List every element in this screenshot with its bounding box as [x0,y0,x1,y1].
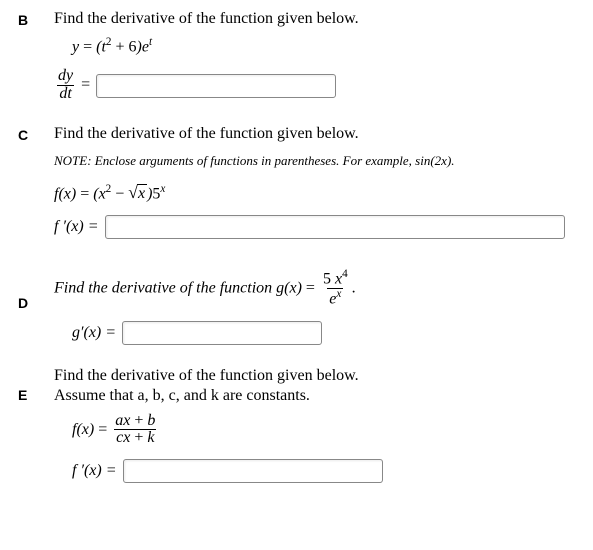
problem-e-answer-input[interactable] [123,459,383,483]
problem-c-note: NOTE: Enclose arguments of functions in … [54,153,575,169]
problem-marker-c: C [18,125,54,143]
problem-marker-b: B [18,10,54,28]
problem-marker-d: D [18,261,54,311]
problem-c-answer-row: f ′(x) = [54,215,575,239]
problem-b-prompt: Find the derivative of the function give… [54,10,575,28]
problem-c-answer-input[interactable] [105,215,565,239]
problem-e-lhs: f ′(x) = [72,462,117,480]
problem-d-function: Find the derivative of the function g(x)… [54,269,575,308]
problem-b-answer-row: dydt = [54,68,575,103]
problem-marker-e: E [18,367,54,403]
problem-e-answer-row: f ′(x) = [54,459,575,483]
problem-c-function: f(x) = (x2 − √x)5x [54,183,575,203]
problem-b-answer-input[interactable] [96,74,336,98]
problem-e-assume: Assume that a, b, c, and k are constants… [54,387,575,405]
problem-b-function: y = (t2 + 6)et [54,36,575,56]
problem-d-lhs: g′(x) = [72,324,116,342]
problem-c-prompt: Find the derivative of the function give… [54,125,575,143]
problem-d-answer-row: g′(x) = [54,321,575,345]
problem-d-answer-input[interactable] [122,321,322,345]
problem-e-function: f(x) = ax + bcx + k [54,413,575,448]
problem-c-lhs: f ′(x) = [54,218,99,236]
problem-e-prompt: Find the derivative of the function give… [54,367,575,385]
